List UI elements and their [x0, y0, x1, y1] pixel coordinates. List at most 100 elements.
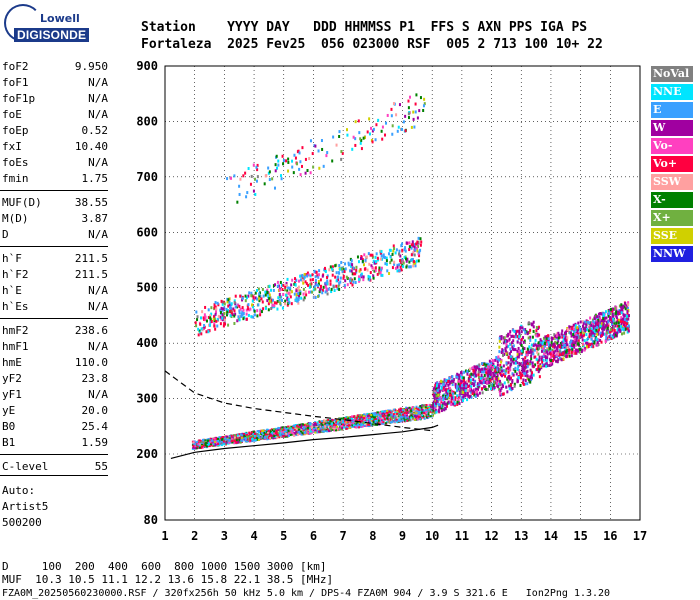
echo-point — [203, 325, 206, 329]
echo-point — [502, 373, 505, 377]
echo-point — [599, 312, 602, 316]
echo-point — [467, 395, 470, 399]
echo-point — [622, 313, 625, 317]
echo-point — [417, 408, 420, 411]
echo-point — [204, 318, 207, 322]
echo-point — [231, 436, 234, 439]
echo-point — [326, 430, 329, 433]
echo-point — [241, 433, 244, 436]
echo-point — [205, 445, 208, 448]
echo-point — [356, 414, 359, 417]
echo-point — [401, 413, 404, 416]
echo-point — [286, 297, 289, 301]
echo-point — [296, 426, 299, 429]
echo-point — [305, 293, 308, 297]
echo-point — [364, 424, 367, 427]
echo-point — [614, 331, 617, 335]
echo-point — [506, 377, 509, 381]
echo-point — [199, 444, 202, 447]
echo-point — [579, 347, 582, 351]
echo-point — [253, 434, 256, 437]
echo-point — [614, 324, 617, 328]
echo-point — [558, 335, 561, 339]
echo-point — [448, 379, 451, 383]
echo-point — [271, 428, 274, 431]
echo-point — [544, 349, 547, 353]
echo-point — [370, 418, 373, 421]
echo-point — [233, 299, 236, 303]
echo-point — [349, 281, 352, 285]
echo-point — [328, 268, 331, 272]
echo-point — [379, 413, 382, 416]
echo-point — [197, 333, 200, 337]
echo-point — [597, 343, 600, 347]
echo-point — [360, 417, 363, 420]
echo-point — [566, 336, 569, 340]
echo-point — [508, 384, 511, 388]
echo-point — [569, 344, 572, 348]
echo-point — [565, 335, 568, 339]
echo-point — [259, 435, 262, 438]
echo-point — [404, 416, 407, 419]
echo-point — [541, 347, 544, 351]
echo-point — [274, 436, 277, 439]
echo-point — [432, 403, 435, 407]
echo-point — [284, 285, 287, 289]
echo-point — [461, 380, 464, 384]
param-value: 110.0 — [74, 356, 108, 369]
echo-point — [276, 307, 279, 311]
echo-point — [386, 269, 389, 273]
echo-point — [333, 419, 336, 422]
echo-point — [204, 444, 207, 447]
echo-point — [488, 384, 491, 388]
echo-point — [540, 357, 543, 361]
echo-point — [511, 380, 514, 384]
echo-point — [620, 303, 623, 307]
echo-point — [620, 311, 623, 315]
echo-point — [304, 425, 307, 428]
echo-point — [432, 400, 435, 404]
echo-point — [614, 311, 617, 315]
echo-point — [479, 369, 482, 373]
echo-point — [293, 425, 296, 428]
echo-point — [300, 428, 303, 431]
echo-point — [209, 440, 212, 443]
echo-point — [532, 329, 535, 333]
echo-point — [550, 351, 553, 355]
echo-point — [270, 298, 273, 302]
echo-point — [240, 436, 243, 439]
echo-point — [443, 402, 446, 406]
echo-point — [419, 405, 422, 408]
echo-point — [419, 248, 422, 252]
echo-point — [349, 422, 352, 425]
echo-point — [233, 434, 236, 437]
echo-point — [337, 427, 340, 430]
echo-point — [505, 345, 508, 349]
echo-point — [484, 380, 487, 384]
echo-point — [356, 417, 359, 420]
echo-point — [414, 264, 417, 268]
echo-point — [334, 275, 337, 279]
echo-point — [463, 383, 466, 387]
echo-point — [458, 384, 461, 388]
echo-point — [271, 431, 274, 434]
echo-point — [437, 388, 440, 392]
echo-point — [549, 348, 552, 352]
echo-point — [571, 345, 574, 349]
echo-point — [488, 378, 491, 382]
echo-point — [416, 418, 419, 421]
echo-point — [488, 359, 491, 363]
echo-point — [555, 335, 558, 339]
echo-point — [518, 353, 521, 357]
echo-point — [302, 277, 305, 281]
echo-point — [368, 412, 371, 415]
echo-point — [398, 418, 401, 421]
echo-point — [570, 350, 573, 354]
echo-point — [506, 390, 509, 394]
echo-point — [545, 336, 548, 340]
echo-point — [379, 420, 382, 423]
echo-point — [618, 304, 621, 308]
echo-point — [279, 431, 282, 434]
echo-point — [590, 323, 593, 327]
echo-point — [552, 343, 555, 347]
